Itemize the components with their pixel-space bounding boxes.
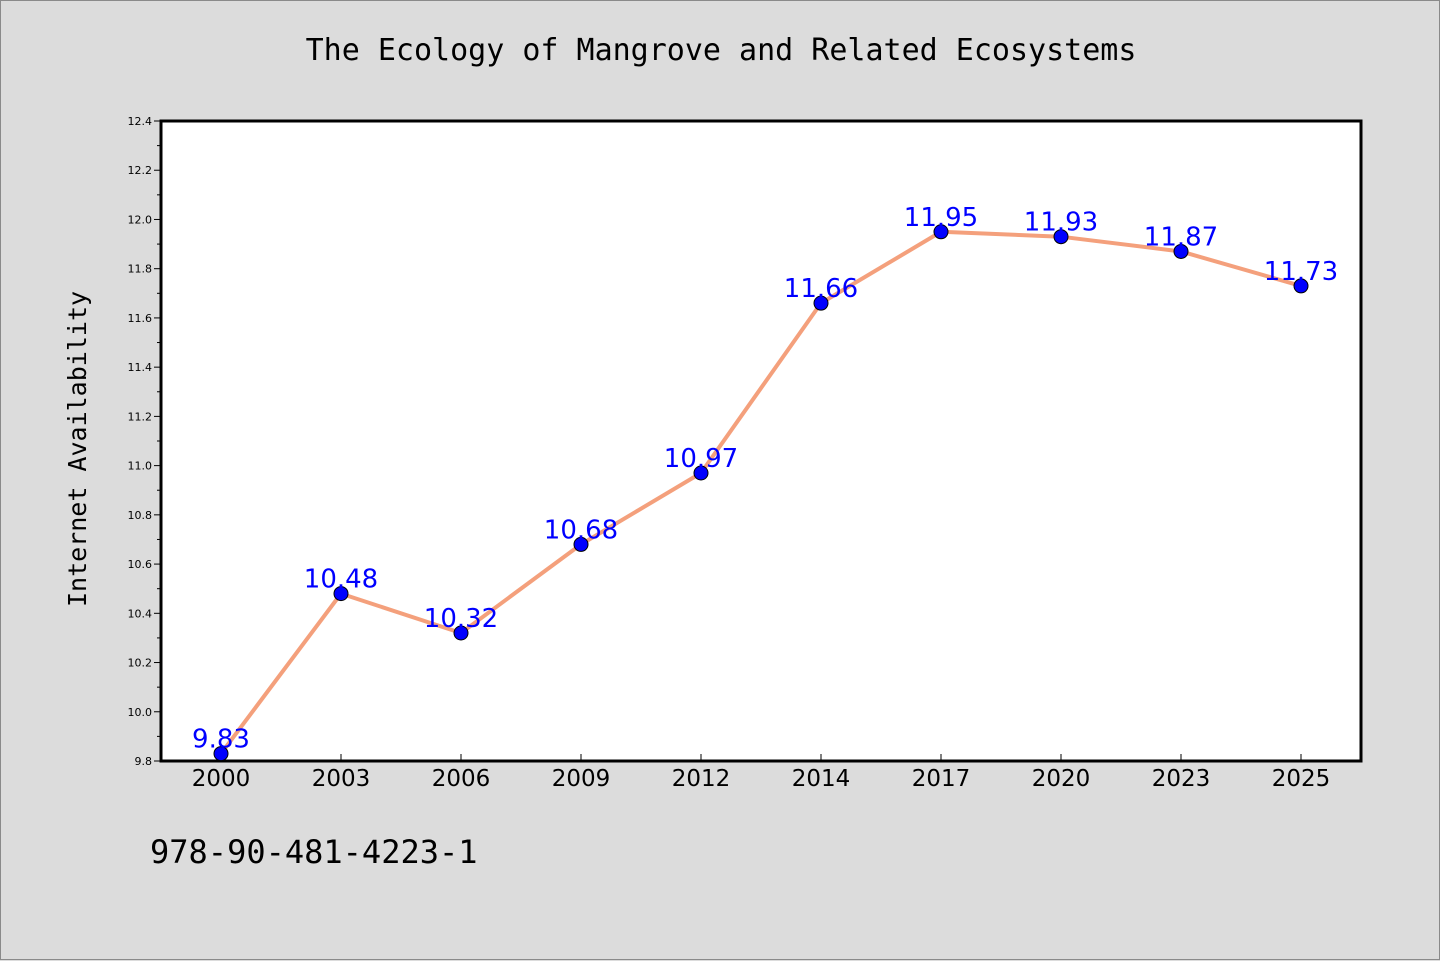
y-tick-label: 11.4 [128, 361, 153, 374]
y-axis: 9.8 10.0 10.2 10.4 10.6 10.8 11.0 11.2 11.4 11.6 1… [128, 115, 161, 768]
y-tick-label: 11.0 [128, 460, 153, 473]
data-point [813, 295, 829, 311]
x-tick-label: 2006 [432, 766, 491, 792]
data-label: 11.87 [1144, 222, 1218, 252]
data-label: 10.68 [544, 515, 618, 545]
data-point [453, 625, 469, 641]
plot-area [159, 119, 1363, 763]
chart-title: The Ecology of Mangrove and Related Ecos… [305, 33, 1137, 68]
data-point [333, 586, 349, 602]
y-tick-label: 10.4 [128, 607, 153, 620]
y-tick-label: 11.2 [128, 410, 153, 423]
data-label: 10.97 [664, 444, 738, 474]
y-tick-label: 11.6 [128, 312, 153, 325]
data-label: 11.95 [904, 203, 978, 233]
data-label: 9.83 [192, 725, 250, 755]
data-point [1053, 229, 1069, 245]
y-tick-label: 12.0 [128, 213, 153, 226]
series-line [219, 229, 1302, 755]
data-label: 10.32 [424, 604, 498, 634]
y-tick-label: 9.8 [135, 755, 153, 768]
y-tick-label: 10.0 [128, 706, 153, 719]
y-tick-label: 12.2 [128, 164, 153, 177]
data-label: 11.66 [784, 274, 858, 304]
data-point [1293, 278, 1309, 294]
x-tick-label: 2012 [672, 766, 731, 792]
series-layer: 9.83 10.48 10.32 10.68 10.97 11.66 11.95 11.93 1… [192, 203, 1338, 762]
data-point [693, 465, 709, 481]
data-label: 11.93 [1024, 208, 1098, 238]
x-tick-label: 2009 [552, 766, 611, 792]
x-tick-label: 2017 [912, 766, 971, 792]
x-tick-label: 2020 [1032, 766, 1091, 792]
x-axis: 2000 2003 2006 2009 2012 2014 2017 2020 2023 2025 [192, 754, 1331, 792]
y-axis-label: Internet Availability [63, 291, 92, 607]
y-tick-label: 12.4 [128, 115, 153, 128]
y-tick-label: 11.8 [128, 263, 153, 276]
data-label: 11.73 [1264, 257, 1338, 287]
x-tick-label: 2025 [1272, 766, 1331, 792]
x-tick-label: 2014 [792, 766, 851, 792]
x-tick-label: 2003 [312, 766, 371, 792]
y-tick-label: 10.2 [128, 657, 153, 670]
data-point [933, 224, 949, 240]
data-point [573, 536, 589, 552]
data-label: 10.48 [304, 565, 378, 595]
isbn-text: 978-90-481-4223-1 [150, 833, 478, 871]
y-tick-label: 10.8 [128, 509, 153, 522]
x-tick-label: 2000 [192, 766, 251, 792]
data-point [213, 746, 229, 762]
data-point [1173, 243, 1189, 259]
y-tick-label: 10.6 [128, 558, 153, 571]
x-tick-label: 2023 [1152, 766, 1211, 792]
